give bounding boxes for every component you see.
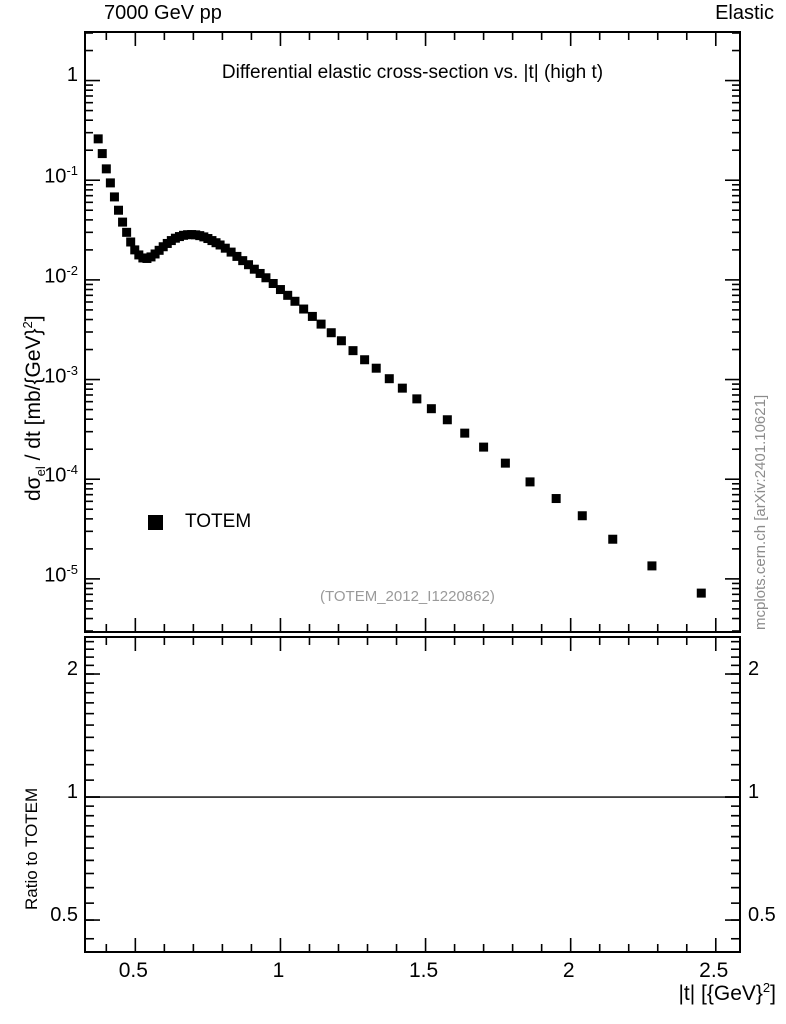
data-point (130, 245, 140, 255)
data-point (215, 240, 225, 250)
data-point (238, 256, 248, 266)
data-point (326, 328, 336, 338)
data-point (412, 394, 422, 404)
page-title: Differential elastic cross-section vs. |… (221, 62, 604, 83)
data-point (126, 237, 136, 247)
data-point (261, 273, 271, 283)
y-tick-label-ratio: 1 (66, 781, 78, 804)
data-point (336, 336, 346, 346)
data-point (696, 588, 706, 598)
x-tick-label: 1.5 (408, 959, 439, 982)
y-tick-label-ratio-right: 1 (748, 781, 760, 804)
x-tick-label: 2.5 (699, 959, 729, 982)
data-point (244, 260, 254, 270)
data-point (608, 534, 618, 544)
y-axis-label-mid: / dt [mb/{GeV} (22, 328, 45, 467)
data-point (577, 511, 587, 521)
data-point (525, 477, 535, 487)
main-plot-canvas (86, 33, 739, 631)
y-tick-label-main: 1 (66, 63, 78, 86)
y-tick-label-main: 10-1 (44, 163, 78, 188)
main-plot-panel (84, 31, 741, 633)
legend: TOTEM (148, 511, 251, 533)
beam-info-label: 7000 GeV pp (104, 2, 222, 24)
data-point (118, 217, 128, 227)
data-point (316, 319, 326, 329)
data-point (384, 374, 394, 384)
y-axis-label-post: ] (22, 315, 45, 322)
ratio-plot-panel (84, 636, 741, 953)
data-point (122, 227, 132, 237)
x-tick-label: 2 (562, 959, 575, 982)
y-tick-label-main: 10-2 (44, 262, 78, 288)
y-tick-label-ratio: 2 (66, 658, 78, 681)
y-axis-label-pre: d (22, 489, 45, 501)
analysis-id-watermark: (TOTEM_2012_I1220862) (320, 588, 495, 605)
y-tick-label-main: 10-5 (44, 561, 78, 587)
y-tick-label-main: 10-3 (44, 362, 78, 388)
y-tick-label-ratio: 0.5 (50, 904, 78, 927)
data-point (220, 243, 230, 253)
legend-label-totem: TOTEM (185, 511, 252, 532)
data-point (360, 355, 370, 365)
data-point (232, 251, 242, 261)
data-point (299, 304, 309, 314)
data-point (105, 178, 115, 188)
y-tick-label-ratio-right: 0.5 (748, 904, 776, 927)
data-point (109, 192, 119, 202)
data-point (460, 428, 470, 438)
data-point (249, 264, 259, 274)
y-tick-label-main: 10-4 (44, 462, 78, 487)
x-axis-label-prefix: |t| [{GeV} (678, 982, 763, 1005)
y-axis-label-sup: 2 (20, 321, 35, 329)
process-label: Elastic (715, 2, 774, 24)
x-axis-label: |t| [{GeV}2] (678, 980, 776, 1006)
credit-watermark: mcplots.cern.ch [arXiv:2401.10621] (752, 394, 769, 630)
data-point (283, 290, 293, 300)
data-point (371, 363, 381, 373)
data-point (442, 415, 452, 425)
data-point (307, 311, 317, 321)
y-tick-label-ratio-right: 2 (748, 658, 760, 681)
x-axis-label-suffix: ] (770, 982, 776, 1005)
data-point (348, 346, 358, 356)
legend-marker-totem (148, 514, 163, 530)
data-point (255, 268, 265, 278)
data-point (290, 296, 300, 306)
data-point (479, 442, 489, 452)
data-point (101, 164, 111, 174)
data-point (397, 383, 407, 393)
data-point (275, 285, 285, 295)
x-tick-label: 1 (272, 959, 285, 982)
data-point (226, 247, 236, 257)
data-point (551, 494, 561, 504)
data-point (426, 404, 436, 414)
data-point (268, 278, 278, 288)
data-point (93, 134, 103, 144)
x-axis-label-sup: 2 (762, 980, 771, 995)
ratio-plot-canvas (86, 638, 739, 951)
data-point (114, 205, 124, 215)
data-point (97, 149, 107, 159)
x-tick-label: 0.5 (118, 959, 148, 982)
data-point (500, 458, 510, 468)
data-point (647, 561, 657, 571)
